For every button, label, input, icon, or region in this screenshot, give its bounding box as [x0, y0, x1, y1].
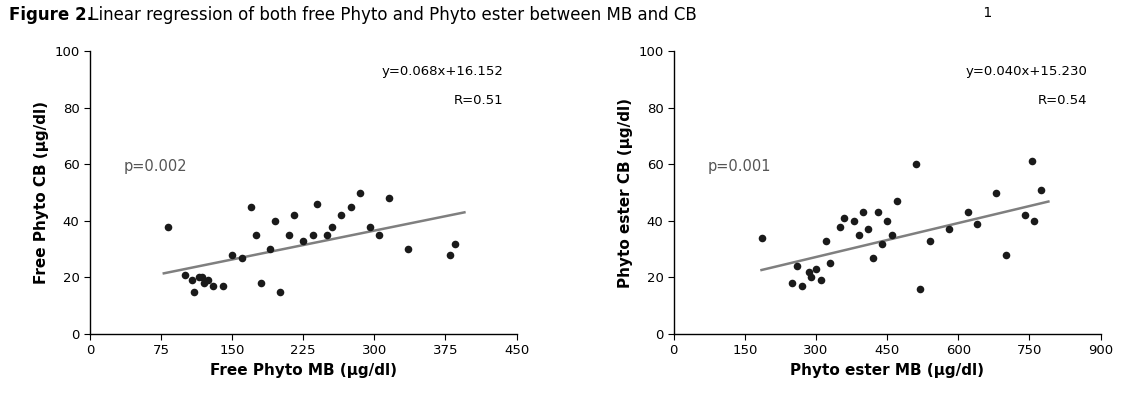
Point [921, 237, 939, 244]
Point [380, 195, 398, 201]
Point [788, 263, 806, 269]
Point [261, 246, 279, 252]
Point [800, 269, 818, 275]
Point [441, 252, 459, 258]
Point [322, 223, 340, 230]
Point [204, 283, 222, 289]
Point [399, 246, 417, 252]
Point [850, 232, 868, 238]
Point [360, 223, 378, 230]
Point [869, 209, 887, 215]
Point [371, 232, 389, 238]
Point [864, 255, 882, 261]
Point [309, 201, 327, 207]
Point [968, 220, 986, 227]
Point [887, 198, 905, 204]
Point [247, 232, 265, 238]
Point [855, 209, 873, 215]
Point [940, 226, 958, 233]
Point [752, 235, 770, 241]
Y-axis label: Free Phyto CB (μg/dl): Free Phyto CB (μg/dl) [34, 101, 48, 284]
Point [807, 266, 825, 272]
Point [906, 161, 924, 167]
Point [859, 226, 877, 233]
Text: 1: 1 [979, 6, 993, 20]
Point [341, 204, 359, 210]
Point [185, 288, 203, 295]
Y-axis label: Phyto ester CB (μg/dl): Phyto ester CB (μg/dl) [618, 97, 632, 288]
X-axis label: Phyto ester MB (μg/dl): Phyto ester MB (μg/dl) [791, 363, 984, 378]
Point [252, 280, 270, 286]
Text: R=0.54: R=0.54 [1039, 94, 1088, 107]
Point [1015, 212, 1033, 219]
Point [243, 204, 261, 210]
Point [232, 255, 250, 261]
Point [190, 274, 208, 281]
Point [1025, 218, 1043, 224]
Point [912, 286, 930, 292]
Point [836, 215, 853, 221]
Point [223, 252, 241, 258]
Point [816, 237, 834, 244]
Point [987, 189, 1005, 196]
Point [1023, 158, 1041, 165]
Point [266, 218, 284, 224]
Text: Linear regression of both free Phyto and Phyto ester between MB and CB: Linear regression of both free Phyto and… [84, 6, 697, 24]
Point [1032, 187, 1050, 193]
Point [213, 283, 231, 289]
Point [883, 232, 901, 238]
Point [158, 223, 176, 230]
Text: Figure 2.: Figure 2. [9, 6, 93, 24]
Point [802, 274, 820, 281]
Point [784, 280, 802, 286]
Point [844, 218, 862, 224]
Text: p=0.002: p=0.002 [124, 159, 188, 174]
Point [193, 274, 211, 281]
Point [200, 277, 218, 283]
Point [446, 241, 464, 247]
Point [874, 241, 892, 247]
X-axis label: Free Phyto MB (μg/dl): Free Phyto MB (μg/dl) [210, 363, 396, 378]
Point [303, 232, 321, 238]
Point [175, 272, 193, 278]
Point [793, 283, 811, 289]
Point [318, 232, 336, 238]
Point [332, 212, 350, 219]
Point [280, 232, 298, 238]
Point [878, 218, 896, 224]
Point [271, 288, 289, 295]
Point [194, 280, 212, 286]
Point [812, 277, 830, 283]
Text: y=0.040x+15.230: y=0.040x+15.230 [966, 65, 1088, 78]
Point [285, 212, 303, 219]
Text: y=0.068x+16.152: y=0.068x+16.152 [382, 65, 504, 78]
Point [831, 223, 849, 230]
Point [294, 237, 312, 244]
Point [821, 260, 839, 266]
Point [183, 277, 201, 283]
Point [959, 209, 977, 215]
Text: R=0.51: R=0.51 [454, 94, 504, 107]
Text: p=0.001: p=0.001 [707, 159, 772, 174]
Point [997, 252, 1015, 258]
Point [351, 189, 369, 196]
